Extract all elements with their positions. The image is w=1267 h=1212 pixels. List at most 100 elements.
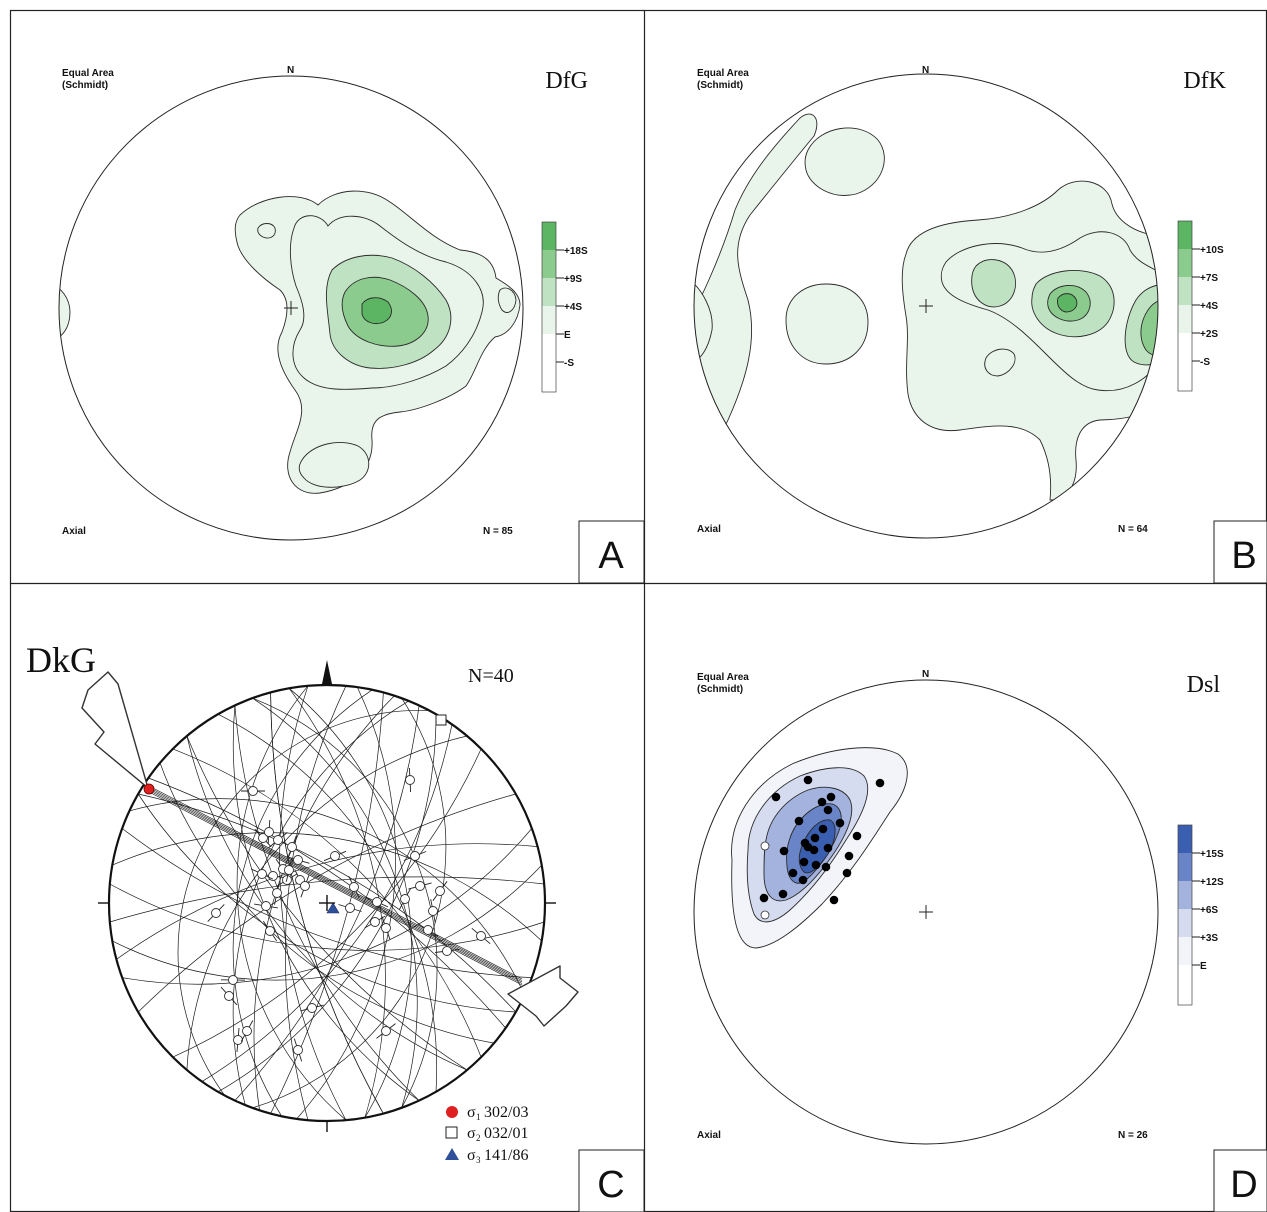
- legend-a-label-2: +9S: [564, 274, 582, 285]
- legend-sigma1-index: 1: [476, 1112, 481, 1122]
- pole-point: [852, 831, 862, 841]
- great-circle: [112, 832, 542, 942]
- compression-arrow-nw: [81, 671, 149, 789]
- great-circle: [148, 777, 506, 1029]
- striation-point: [261, 901, 271, 911]
- great-circle: [201, 724, 453, 1082]
- striation-point: [428, 906, 438, 916]
- striation-point: [224, 991, 234, 1001]
- panel-a: Equal Area (Schmidt) N DfG Axial N = 85 …: [58, 65, 645, 584]
- legend-b-label-5: -S: [1200, 357, 1210, 368]
- legend-b-label-2: +7S: [1200, 273, 1218, 284]
- striation-point: [345, 903, 355, 913]
- great-circle: [109, 876, 545, 923]
- striation-point: [415, 881, 425, 891]
- striation-point: [242, 1026, 252, 1036]
- striation-point: [248, 786, 258, 796]
- pole-point: [842, 868, 852, 878]
- primitive-circle-b: [693, 73, 1159, 539]
- plot-type-d: Axial: [697, 1130, 721, 1141]
- great-circle: [137, 793, 516, 1013]
- striation-point: [435, 886, 445, 896]
- legend-b-label-3: +4S: [1200, 301, 1218, 312]
- panel-c-title: DkG: [26, 640, 96, 680]
- legend-sigma3-icon: [445, 1148, 459, 1160]
- pole-point: [811, 860, 821, 870]
- striation-point: [257, 869, 267, 879]
- striation-point: [400, 894, 410, 904]
- legend-d-label-5: E: [1200, 961, 1207, 972]
- pole-point: [794, 816, 804, 826]
- legend-a-label-4: E: [564, 330, 571, 341]
- legend-sigma1-symbol: σ: [467, 1104, 476, 1121]
- great-circle: [217, 714, 437, 1093]
- pole-point: [823, 843, 833, 853]
- great-circle: [121, 828, 532, 978]
- legend-sigma1-icon: [446, 1106, 458, 1118]
- great-circle: [270, 692, 384, 1114]
- projection-label-a: Equal Area: [62, 68, 114, 79]
- striation-point: [258, 833, 268, 843]
- legend-sigma3-index: 3: [476, 1155, 481, 1165]
- pole-point: [875, 778, 885, 788]
- panel-d-title: Dsl: [1187, 672, 1221, 698]
- legend-sigma2-index: 2: [476, 1133, 481, 1143]
- great-circle: [234, 705, 420, 1101]
- great-circle: [285, 685, 347, 1121]
- striation-point: [233, 1035, 243, 1045]
- pole-point: [779, 846, 789, 856]
- projection-sublabel-b: (Schmidt): [697, 80, 743, 91]
- great-circle: [116, 843, 538, 960]
- stress-legend: σ 1 302/03 σ 2 032/01 σ 3 141/86: [445, 1104, 528, 1165]
- great-circle: [279, 685, 347, 1121]
- legend-a-label-5: -S: [564, 358, 574, 369]
- pole-point: [803, 842, 813, 852]
- legend-sigma3-value: 141/86: [484, 1147, 528, 1164]
- striation-point: [287, 842, 297, 852]
- legend-b: +10S +7S +4S +2S -S: [1177, 220, 1224, 392]
- legend-a-label-1: +18S: [564, 246, 588, 257]
- panel-b: Equal Area (Schmidt) N DfK Axial N = 64 …: [693, 65, 1267, 584]
- legend-d-label-1: +15S: [1200, 849, 1224, 860]
- striation-point: [381, 923, 391, 933]
- panel-b-contours: [694, 113, 1158, 501]
- striation-point: [410, 851, 420, 861]
- striation-point: [211, 908, 221, 918]
- pole-point: [823, 805, 833, 815]
- great-circle: [172, 748, 482, 1058]
- great-circle: [186, 735, 468, 1071]
- great-circle: [137, 793, 516, 1013]
- great-circle: [138, 793, 517, 1013]
- pole-point: [829, 895, 839, 905]
- great-circle: [172, 748, 482, 1058]
- north-label-b: N: [922, 65, 929, 76]
- fault-trace-line: [148, 787, 523, 981]
- striation-point: [372, 897, 382, 907]
- striation-point: [265, 926, 275, 936]
- panel-a-title: DfG: [545, 68, 588, 94]
- striation-point: [442, 946, 452, 956]
- legend-d: +15S +12S +6S +3S E: [1177, 824, 1224, 1006]
- count-label-d: N = 26: [1118, 1130, 1148, 1141]
- great-circle: [236, 685, 347, 1121]
- fault-trace-line: [148, 790, 523, 984]
- north-label-d: N: [922, 669, 929, 680]
- striation-point: [293, 855, 303, 865]
- projection-sublabel-a: (Schmidt): [62, 80, 108, 91]
- pole-point: [821, 862, 831, 872]
- striation-point: [268, 871, 278, 881]
- panel-a-letter-box: [578, 520, 645, 584]
- panel-b-title: DfK: [1183, 68, 1226, 94]
- great-circle: [186, 735, 468, 1071]
- projection-label-b: Equal Area: [697, 68, 749, 79]
- striation-point: [423, 925, 433, 935]
- compression-arrow-se: [507, 965, 579, 1027]
- legend-a: +18S +9S +4S E -S: [541, 221, 588, 393]
- striation-point: [405, 775, 415, 785]
- panel-d-letter-box: [1213, 1149, 1267, 1212]
- fault-trace-line: [148, 791, 523, 986]
- striation-point: [381, 1026, 391, 1036]
- projection-sublabel-d: (Schmidt): [697, 684, 743, 695]
- striation-point: [264, 827, 274, 837]
